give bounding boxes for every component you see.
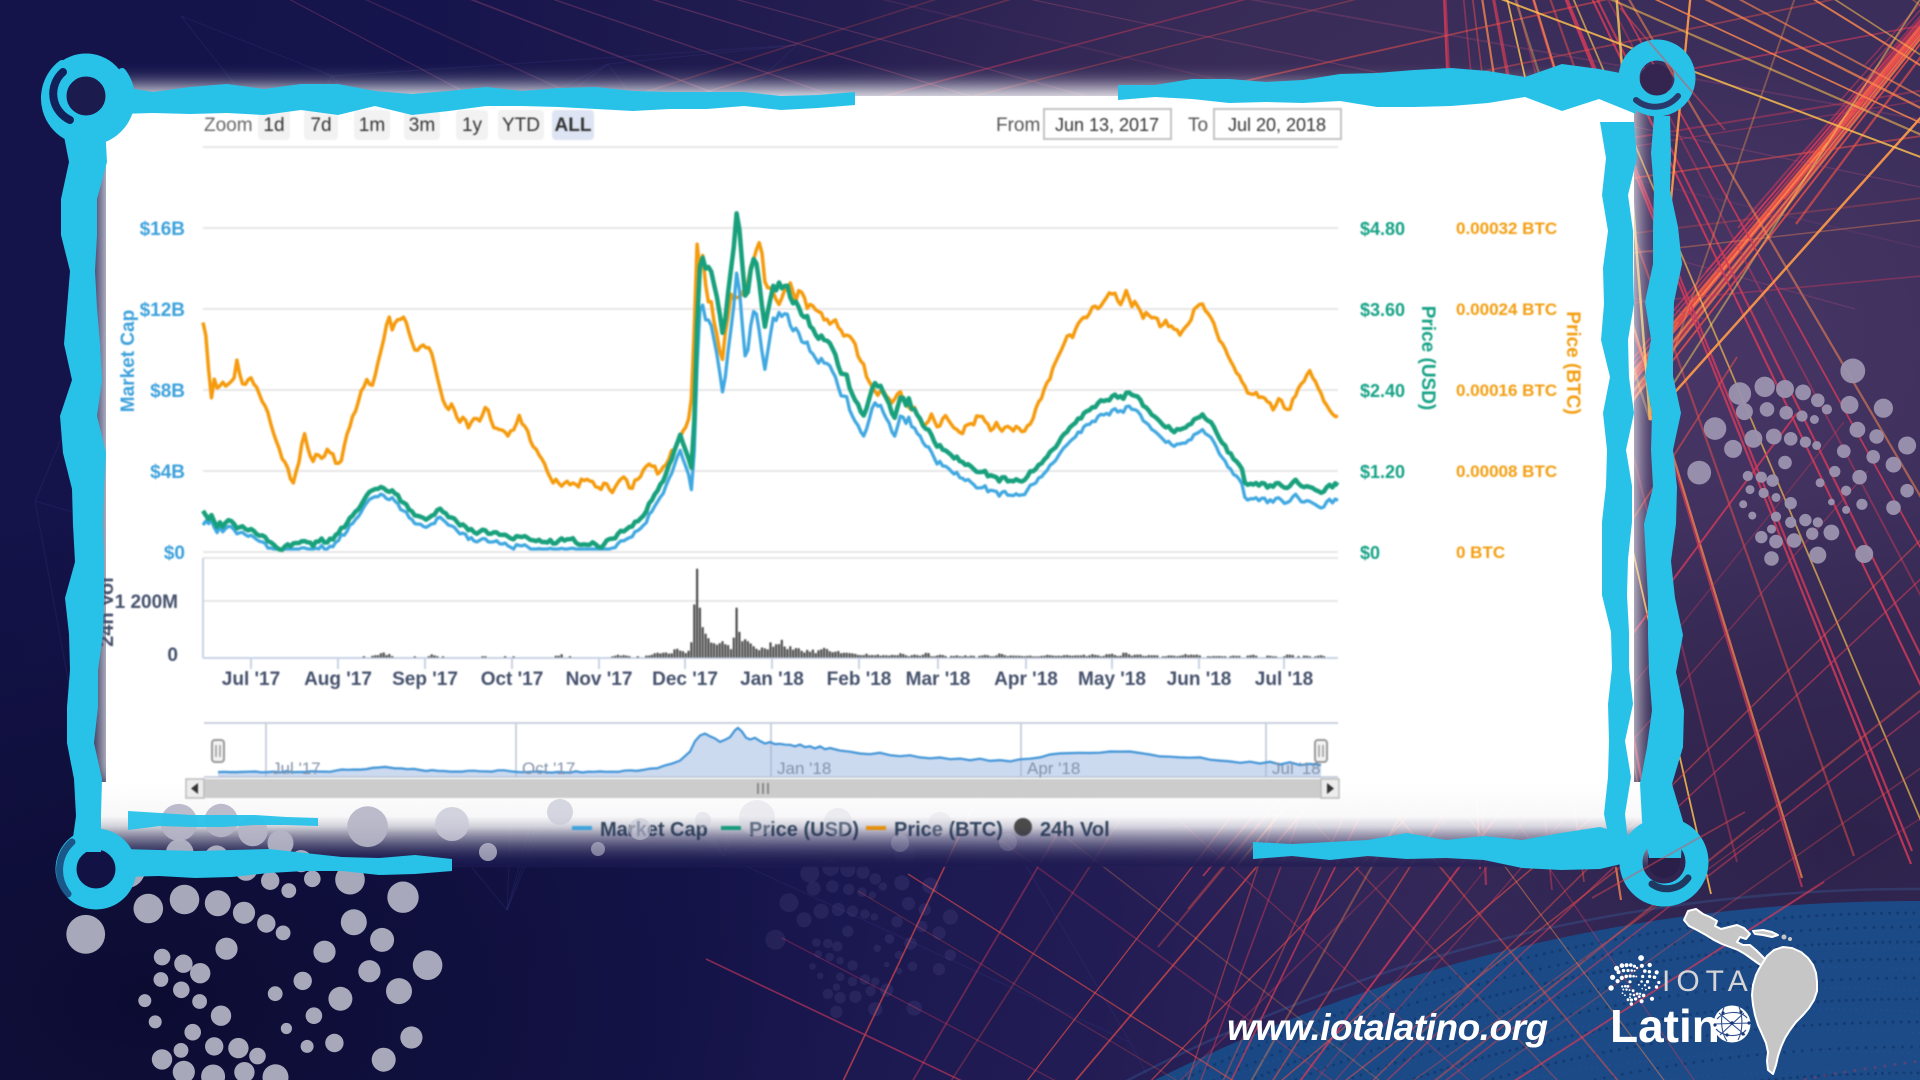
svg-text:Latin: Latin [1610,1000,1720,1052]
svg-text:1 200M: 1 200M [115,592,178,613]
svg-text:Price (USD): Price (USD) [1417,306,1438,411]
svg-text:To: To [1188,115,1208,136]
svg-text:0 BTC: 0 BTC [1456,543,1505,562]
svg-text:Jul '18: Jul '18 [1255,669,1313,690]
svg-text:Nov '17: Nov '17 [566,669,633,690]
svg-text:Dec '17: Dec '17 [652,669,718,690]
svg-text:Jul '18: Jul '18 [1272,759,1321,778]
svg-text:$4B: $4B [150,462,185,483]
svg-text:Jul 20, 2018: Jul 20, 2018 [1228,115,1326,135]
svg-text:Aug '17: Aug '17 [304,669,372,690]
svg-text:$0: $0 [164,543,185,564]
svg-text:$2.40: $2.40 [1360,381,1405,401]
svg-text:Jan '18: Jan '18 [777,759,831,778]
svg-text:3m: 3m [409,115,435,136]
svg-text:Oct '17: Oct '17 [522,759,575,778]
svg-text:Apr '18: Apr '18 [994,669,1058,690]
svg-text:$8B: $8B [150,381,185,402]
svg-text:7d: 7d [310,115,331,136]
svg-text:May '18: May '18 [1078,669,1146,690]
svg-text:$3.60: $3.60 [1360,300,1405,320]
svg-text:0.00024 BTC: 0.00024 BTC [1456,300,1557,319]
svg-text:$4.80: $4.80 [1360,219,1405,239]
svg-text:Oct '17: Oct '17 [481,669,544,690]
svg-text:Jan '18: Jan '18 [740,669,804,690]
svg-text:0.00032 BTC: 0.00032 BTC [1456,219,1557,238]
svg-text:1m: 1m [359,115,385,136]
svg-text:0: 0 [167,645,178,666]
svg-text:0.00008 BTC: 0.00008 BTC [1456,462,1557,481]
svg-text:Zoom: Zoom [204,115,253,136]
svg-text:ALL: ALL [555,115,592,136]
svg-text:$1.20: $1.20 [1360,462,1405,482]
svg-text:IOTA: IOTA [1662,965,1754,998]
svg-text:Market Cap: Market Cap [118,310,139,412]
svg-text:$16B: $16B [140,219,185,240]
svg-text:Feb '18: Feb '18 [827,669,892,690]
svg-text:$12B: $12B [140,300,185,321]
svg-text:Jun 13, 2017: Jun 13, 2017 [1055,115,1159,135]
svg-text:Price (BTC): Price (BTC) [1562,311,1583,414]
svg-text:0.00016 BTC: 0.00016 BTC [1456,381,1557,400]
svg-text:1d: 1d [263,115,284,136]
svg-text:Jul '17: Jul '17 [272,759,321,778]
svg-text:$0: $0 [1360,543,1380,563]
svg-text:From: From [996,115,1040,136]
svg-text:1y: 1y [462,115,483,136]
svg-text:Apr '18: Apr '18 [1027,759,1080,778]
svg-text:Jun '18: Jun '18 [1167,669,1232,690]
svg-text:YTD: YTD [502,115,540,136]
svg-text:Sep '17: Sep '17 [392,669,458,690]
svg-text:Jul '17: Jul '17 [222,669,280,690]
svg-text:Mar '18: Mar '18 [906,669,971,690]
